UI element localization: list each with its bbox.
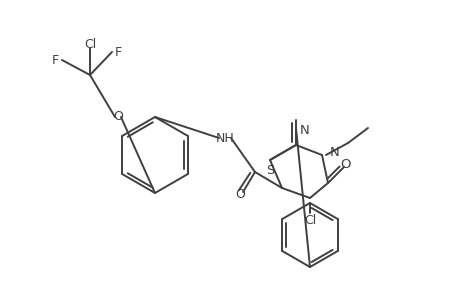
Text: F: F	[52, 53, 59, 67]
Text: N: N	[329, 146, 339, 160]
Text: F: F	[115, 46, 122, 59]
Text: S: S	[265, 164, 274, 176]
Text: N: N	[299, 124, 309, 136]
Text: O: O	[113, 110, 123, 124]
Text: O: O	[340, 158, 351, 172]
Text: O: O	[235, 188, 244, 202]
Text: Cl: Cl	[303, 214, 315, 227]
Text: NH: NH	[215, 131, 234, 145]
Text: Cl: Cl	[84, 38, 96, 50]
